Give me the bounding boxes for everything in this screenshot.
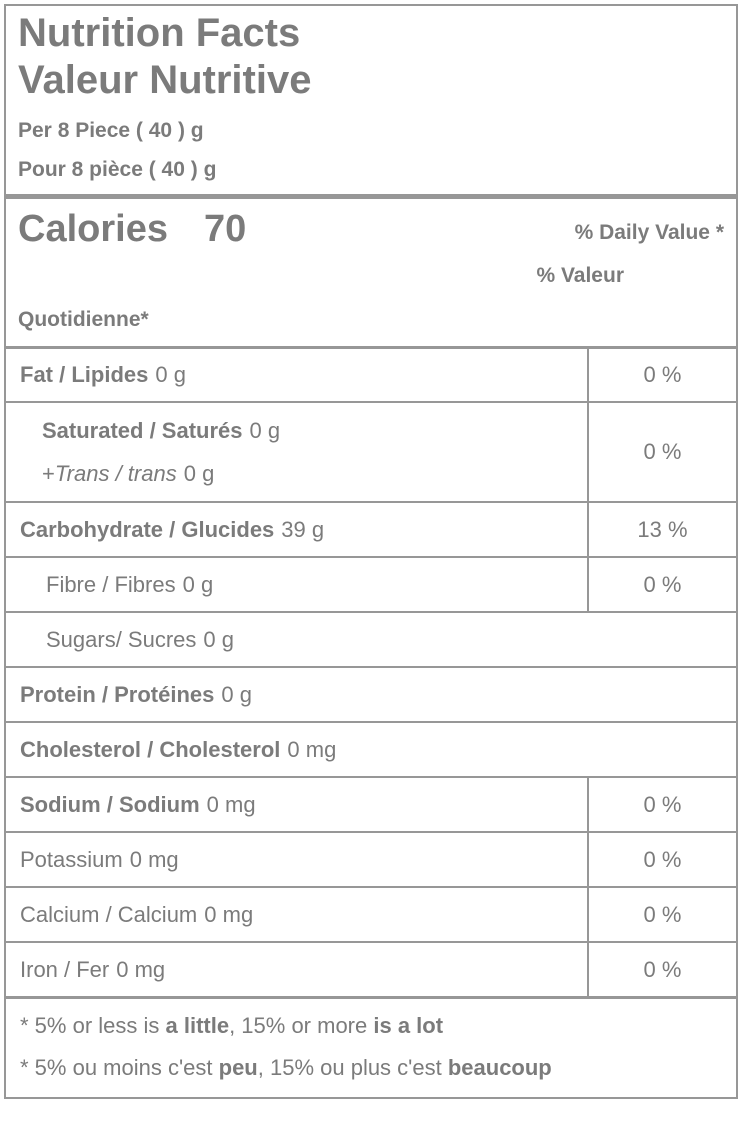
nutrient-row-fibre: Fibre / Fibres 0 g 0 % (6, 556, 736, 612)
nutrient-name-saturated-trans: Saturated / Saturés 0 g +Trans / trans 0 g (6, 403, 587, 501)
daily-value-saturated-trans: 0 % (587, 403, 736, 502)
saturated-line: Saturated / Saturés 0 g (42, 417, 281, 443)
daily-value-potassium: 0 % (587, 833, 736, 887)
footnotes-section: * 5% or less is a little, 15% or more is… (6, 996, 736, 1097)
calories-value: 70 (203, 208, 247, 251)
nutrient-row-iron: Iron / Fer 0 mg 0 % (6, 941, 736, 997)
nutrient-row-saturated-trans: Saturated / Saturés 0 g +Trans / trans 0 g… (6, 401, 736, 502)
calories-section: Calories 70 % Daily Value * % Valeur Quot… (6, 199, 736, 346)
nutrient-row-sugars: Sugars/ Sucres 0 g (6, 611, 736, 666)
daily-value-header-en: % Daily Value * (574, 221, 724, 245)
nutrient-row-sodium: Sodium / Sodium 0 mg 0 % (6, 776, 736, 832)
daily-value-fibre: 0 % (587, 558, 736, 612)
nutrient-row-carbohydrate: Carbohydrate / Glucides 39 g 13 % (6, 501, 736, 557)
nutrient-name-sodium: Sodium / Sodium 0 mg (20, 791, 256, 817)
serving-size-english: Per 8 Piece ( 40 ) g (18, 119, 204, 143)
nutrient-name-sugars: Sugars/ Sucres 0 g (46, 626, 234, 652)
nutrient-name-iron: Iron / Fer 0 mg (20, 956, 166, 982)
nutrient-row-protein: Protein / Protéines 0 g (6, 666, 736, 721)
label-header: Nutrition Facts Valeur Nutritive Per 8 P… (6, 6, 736, 200)
daily-value-iron: 0 % (587, 943, 736, 997)
daily-value-header-fr-line1: % Valeur (536, 264, 624, 288)
calories: Calories 70 (18, 208, 247, 251)
nutrient-name-cholesterol: Cholesterol / Cholesterol 0 mg (20, 736, 337, 762)
daily-value-header-fr-line2: Quotidienne* (18, 308, 149, 332)
daily-value-calcium: 0 % (587, 888, 736, 942)
nutrient-row-potassium: Potassium 0 mg 0 % (6, 831, 736, 887)
nutrient-row-fat: Fat / Lipides 0 g 0 % (6, 346, 736, 402)
nutrient-name-calcium: Calcium / Calcium 0 mg (20, 901, 254, 927)
nutrient-name-fibre: Fibre / Fibres 0 g (46, 571, 214, 597)
nutrient-name-potassium: Potassium 0 mg (20, 846, 179, 872)
title-english: Nutrition Facts (18, 11, 301, 55)
nutrient-name-carbohydrate: Carbohydrate / Glucides 39 g (20, 516, 325, 542)
nutrient-name-protein: Protein / Protéines 0 g (20, 681, 252, 707)
serving-size-french: Pour 8 pièce ( 40 ) g (18, 158, 217, 182)
daily-value-carbohydrate: 13 % (587, 503, 736, 557)
title-french: Valeur Nutritive (18, 58, 312, 103)
calories-label: Calories (18, 208, 168, 251)
footnote-french: * 5% ou moins c'est peu, 15% ou plus c'e… (20, 1054, 552, 1080)
nutrient-row-calcium: Calcium / Calcium 0 mg 0 % (6, 886, 736, 942)
nutrient-row-cholesterol: Cholesterol / Cholesterol 0 mg (6, 721, 736, 776)
daily-value-fat: 0 % (587, 349, 736, 402)
nutrition-facts-label: Nutrition Facts Valeur Nutritive Per 8 P… (4, 4, 738, 1100)
calories-row: Calories 70 % Daily Value * (18, 208, 724, 251)
daily-value-sodium: 0 % (587, 778, 736, 832)
nutrient-name-fat: Fat / Lipides 0 g (20, 362, 186, 388)
trans-line: +Trans / trans 0 g (42, 461, 215, 487)
footnote-english: * 5% or less is a little, 15% or more is… (20, 1013, 444, 1039)
